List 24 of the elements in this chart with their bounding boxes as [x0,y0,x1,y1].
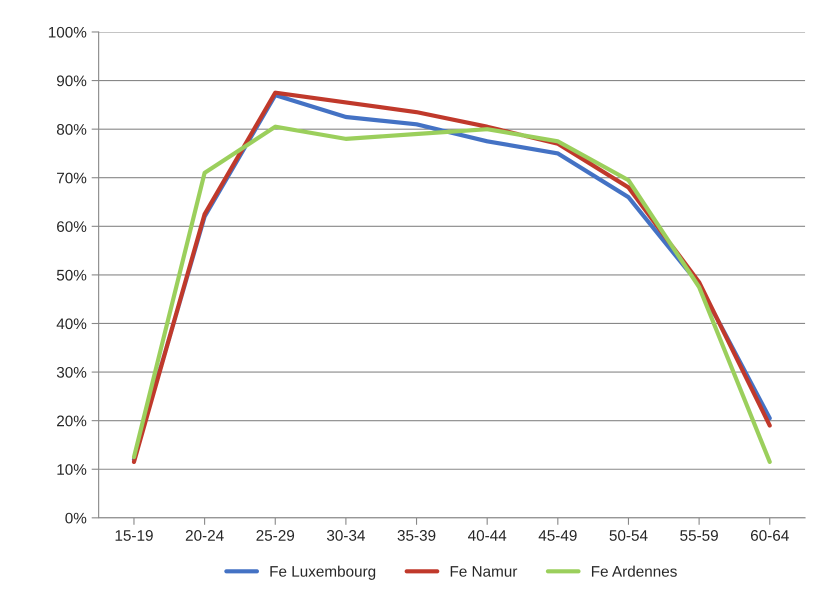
x-tick-label: 45-49 [538,530,577,541]
x-tick-label: 40-44 [468,530,506,541]
y-tick-label: 30% [56,366,86,378]
y-tick-label: 60% [57,221,86,232]
legend-label: Fe Ardennes [592,566,677,577]
y-tick-label: 70% [57,172,86,184]
y-tick-label: 50% [56,270,86,281]
x-tick-label: 30-34 [326,530,365,541]
y-tick-label: 100% [48,26,86,38]
y-tick-label: 40% [56,318,86,330]
y-tick-label: 80% [56,124,86,135]
legend-label: Fe Namur [450,566,518,577]
y-tick-label: 90% [56,75,86,86]
x-tick-label: 50-54 [610,530,648,541]
x-tick-label: 60-64 [750,530,789,541]
y-tick-label: 10% [57,464,86,475]
x-tick-label: 20-24 [186,530,224,541]
x-tick-label: 35-39 [398,530,436,541]
y-tick-label: 20% [57,416,86,426]
y-tick-label: 0% [65,512,86,524]
x-tick-label: 25-29 [256,530,294,541]
x-tick-label: 15-19 [116,530,153,541]
legend-label: Fe Luxembourg [270,566,376,580]
x-tick-label: 55-59 [680,530,718,541]
